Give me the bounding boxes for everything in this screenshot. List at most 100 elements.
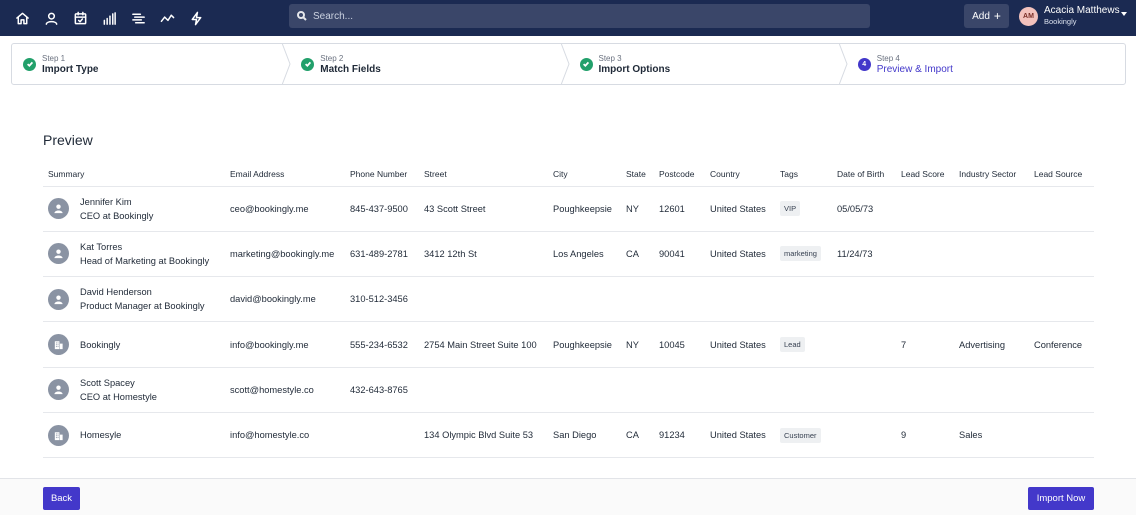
- summary: Homesyle: [48, 424, 225, 446]
- import-stepper: Step 1 Import Type Step 2 Match Fields S…: [11, 43, 1126, 85]
- person-avatar-icon: [48, 243, 69, 265]
- step-number: Step 2: [320, 54, 344, 63]
- step-import-type[interactable]: Step 1 Import Type: [12, 43, 291, 85]
- lead-score-cell: [896, 366, 954, 413]
- user-org: Bookingly: [1044, 17, 1077, 26]
- column-header: Lead Score: [901, 168, 945, 179]
- step-text: Step 3 Import Options: [599, 53, 671, 75]
- person-avatar-icon: [48, 379, 69, 401]
- lead-source-cell: [1029, 185, 1094, 232]
- table-row: David Henderson Product Manager at Bookin…: [43, 276, 1094, 322]
- tags-cell: VIP: [775, 185, 832, 232]
- record-subtitle: CEO at Homestyle: [80, 391, 157, 402]
- footer-bar: Back Import Now: [0, 478, 1136, 515]
- tags-cell: Lead: [775, 321, 832, 368]
- record-name: David Henderson: [80, 287, 152, 298]
- summary-text: Bookingly: [80, 338, 120, 352]
- import-now-button[interactable]: Import Now: [1028, 487, 1094, 510]
- search-input[interactable]: [313, 10, 853, 22]
- home-icon[interactable]: [8, 0, 37, 36]
- record-name: Homesyle: [80, 430, 122, 441]
- bolt-icon[interactable]: [182, 0, 211, 36]
- state-cell: [621, 276, 654, 322]
- postcode-cell: 90041: [654, 230, 705, 277]
- chevron-down-icon[interactable]: [1121, 12, 1127, 16]
- country-cell: United States: [705, 230, 775, 277]
- record-name: Jennifer Kim: [80, 196, 132, 207]
- dob-cell: [832, 366, 896, 413]
- email-cell: info@bookingly.me: [225, 321, 345, 368]
- country-cell: [705, 366, 775, 413]
- top-nav-bar: Add + AM Acacia Matthews Bookingly: [0, 0, 1136, 36]
- postcode-cell: [654, 366, 705, 413]
- tag-badge: VIP: [780, 201, 801, 217]
- column-header: Street: [424, 168, 447, 179]
- phone-cell: 631-489-2781: [345, 230, 419, 277]
- city-cell: Los Angeles: [548, 230, 621, 277]
- city-cell: Poughkeepsie: [548, 321, 621, 368]
- preview-table: Summary Email Address Phone Number Street Ci…: [43, 162, 1094, 459]
- person-icon[interactable]: [37, 0, 66, 36]
- bar-chart-icon[interactable]: [95, 0, 124, 36]
- email-cell: info@homestyle.co: [225, 411, 345, 459]
- step-match-fields[interactable]: Step 2 Match Fields: [290, 43, 570, 85]
- summary-cell: Scott Spacey CEO at Homestyle: [43, 366, 225, 413]
- tags-cell: marketing: [775, 230, 832, 277]
- summary: Kat Torres Head of Marketing at Bookingly: [48, 240, 225, 268]
- summary-text: Homesyle: [80, 428, 121, 442]
- phone-cell: 432-643-8765: [345, 366, 419, 413]
- back-button[interactable]: Back: [43, 487, 80, 510]
- table-row: Bookingly info@bookingly.me 555-234-6532 27…: [43, 321, 1094, 368]
- step-name: Match Fields: [320, 64, 381, 75]
- summary-cell: Bookingly: [43, 321, 225, 368]
- add-button[interactable]: Add +: [964, 4, 1009, 28]
- step-preview-import[interactable]: 4 Step 4 Preview & Import: [847, 44, 1125, 84]
- email-cell: scott@homestyle.co: [225, 366, 345, 413]
- column-header: State: [626, 168, 646, 179]
- summary: Bookingly: [48, 334, 225, 356]
- step-text: Step 2 Match Fields: [320, 53, 381, 75]
- plus-icon: +: [993, 9, 1001, 23]
- industry-sector-cell: [954, 276, 1029, 322]
- summary-text: Jennifer Kim CEO at Bookingly: [80, 195, 153, 223]
- check-icon: [23, 57, 36, 71]
- align-icon[interactable]: [124, 0, 153, 36]
- record-subtitle: Head of Marketing at Bookingly: [80, 255, 210, 266]
- table-body: Jennifer Kim CEO at Bookingly ceo@bookingl…: [43, 185, 1094, 459]
- lead-source-cell: Conference: [1029, 321, 1094, 368]
- step-text: Step 1 Import Type: [42, 53, 98, 75]
- record-name: Scott Spacey: [80, 377, 135, 388]
- column-header: Summary: [48, 168, 85, 179]
- record-name: Kat Torres: [80, 241, 123, 252]
- lead-source-cell: [1029, 230, 1094, 277]
- city-cell: Poughkeepsie: [548, 185, 621, 232]
- country-cell: [705, 276, 775, 322]
- column-header: Industry Sector: [959, 168, 1017, 179]
- lead-score-cell: 7: [896, 321, 954, 368]
- user-menu[interactable]: AM Acacia Matthews Bookingly: [1019, 5, 1120, 27]
- email-cell: marketing@bookingly.me: [225, 230, 345, 277]
- summary-text: Scott Spacey CEO at Homestyle: [80, 376, 157, 404]
- postcode-cell: [654, 276, 705, 322]
- calendar-icon[interactable]: [66, 0, 95, 36]
- column-header: Phone Number: [350, 168, 408, 179]
- tags-cell: [775, 366, 832, 413]
- state-cell: CA: [621, 230, 654, 277]
- step-import-options[interactable]: Step 3 Import Options: [569, 43, 848, 85]
- search-bar[interactable]: [289, 4, 870, 28]
- dob-cell: [832, 411, 896, 459]
- building-icon: [48, 424, 69, 446]
- column-header: Country: [710, 168, 740, 179]
- table-row: Jennifer Kim CEO at Bookingly ceo@bookingl…: [43, 185, 1094, 232]
- add-button-label: Add: [972, 10, 990, 22]
- column-header: Date of Birth: [837, 168, 885, 179]
- tag-badge: Lead: [780, 337, 805, 353]
- tag-badge: Customer: [780, 427, 821, 443]
- column-header: Lead Source: [1034, 168, 1083, 179]
- trend-icon[interactable]: [153, 0, 182, 36]
- summary-cell: Jennifer Kim CEO at Bookingly: [43, 185, 225, 232]
- industry-sector-cell: [954, 366, 1029, 413]
- step-name: Import Options: [598, 64, 671, 75]
- step-badge-current: 4: [857, 57, 871, 71]
- step-name: Preview & Import: [876, 64, 953, 75]
